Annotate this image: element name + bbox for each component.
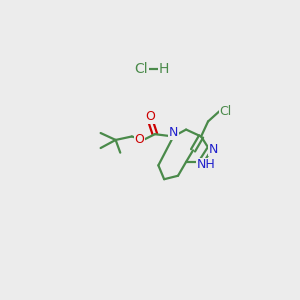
- Text: O: O: [145, 110, 155, 123]
- Text: NH: NH: [197, 158, 216, 171]
- Text: Cl: Cl: [134, 62, 148, 76]
- Text: N: N: [169, 126, 178, 139]
- Text: N: N: [209, 143, 218, 156]
- Text: O: O: [134, 134, 144, 146]
- Text: H: H: [158, 62, 169, 76]
- Text: Cl: Cl: [219, 105, 232, 118]
